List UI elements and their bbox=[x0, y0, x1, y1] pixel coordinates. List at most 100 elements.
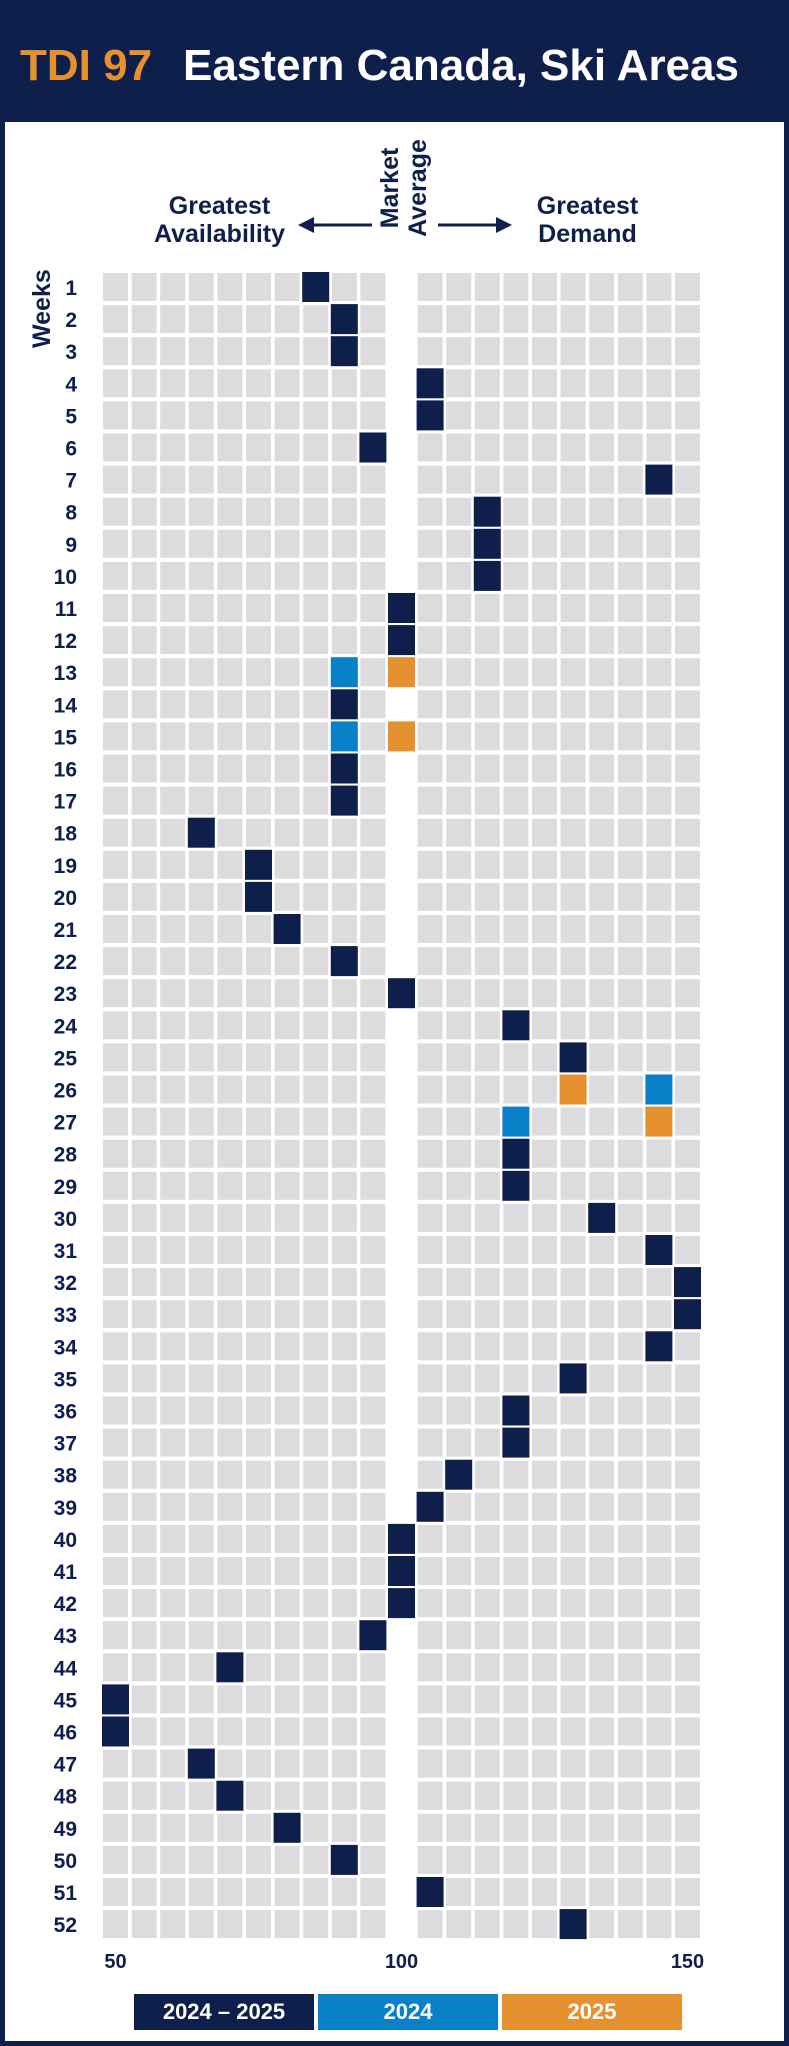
grid-cell bbox=[675, 1428, 700, 1457]
grid-cell bbox=[617, 882, 643, 911]
grid-cell bbox=[560, 561, 586, 590]
grid-cell bbox=[560, 754, 586, 783]
grid-cell bbox=[474, 626, 500, 655]
grid-cell bbox=[646, 561, 672, 590]
grid-cell bbox=[560, 273, 586, 301]
grid-cell bbox=[246, 1107, 271, 1136]
grid-cell bbox=[160, 1524, 186, 1553]
grid-cell bbox=[646, 1813, 672, 1842]
grid-cell bbox=[560, 722, 586, 751]
grid-cell bbox=[274, 594, 300, 622]
grid-cell bbox=[446, 1524, 472, 1553]
grid-cell bbox=[217, 1557, 243, 1585]
grid-cell bbox=[246, 337, 271, 366]
grid-cell bbox=[474, 915, 500, 943]
grid-cell bbox=[446, 1171, 472, 1200]
grid-cell bbox=[474, 1203, 500, 1232]
grid-cell bbox=[274, 754, 300, 783]
grid-cell bbox=[617, 1621, 643, 1650]
grid-cell bbox=[589, 1910, 615, 1939]
grid-cell bbox=[589, 529, 615, 558]
grid-cell bbox=[646, 497, 672, 526]
grid-cell bbox=[246, 1428, 271, 1457]
grid-cell bbox=[646, 850, 672, 879]
grid-cell bbox=[274, 1524, 300, 1553]
grid-cell bbox=[417, 497, 443, 526]
grid-cell bbox=[417, 1011, 443, 1040]
week-number: 38 bbox=[54, 1465, 78, 1488]
grid-cell bbox=[274, 401, 300, 430]
grid-cell bbox=[532, 626, 557, 655]
week-number: 33 bbox=[54, 1304, 77, 1327]
grid-cell bbox=[246, 561, 271, 590]
grid-cell bbox=[360, 754, 386, 783]
grid-cell bbox=[303, 1364, 329, 1393]
grid-cell bbox=[160, 561, 186, 590]
grid-cell bbox=[246, 1524, 271, 1553]
grid-cell bbox=[360, 1589, 386, 1618]
grid-cell bbox=[331, 529, 357, 558]
mark-2024-2025 bbox=[645, 464, 673, 495]
grid-cell bbox=[560, 594, 586, 622]
grid-cell bbox=[103, 626, 128, 655]
week-number: 31 bbox=[54, 1240, 78, 1263]
grid-cell bbox=[103, 337, 128, 366]
mark-2024-2025 bbox=[445, 1459, 473, 1490]
grid-cell bbox=[274, 1557, 300, 1585]
grid-cell bbox=[160, 1845, 186, 1874]
grid-cell bbox=[217, 754, 243, 783]
grid-cell bbox=[246, 1653, 271, 1682]
grid-cell bbox=[331, 1717, 357, 1746]
grid-cell bbox=[274, 1332, 300, 1361]
data-marks bbox=[102, 272, 701, 1940]
grid-cell bbox=[617, 1043, 643, 1072]
grid-cell bbox=[131, 1236, 157, 1264]
x-tick-label: 150 bbox=[671, 1951, 704, 1973]
grid-cell bbox=[303, 465, 329, 494]
grid-cell bbox=[474, 1781, 500, 1810]
grid-cell bbox=[188, 658, 214, 687]
grid-cell bbox=[503, 626, 529, 655]
week-number: 37 bbox=[54, 1433, 77, 1456]
grid-cell bbox=[160, 1075, 186, 1104]
grid-cell bbox=[303, 690, 329, 719]
grid-cell bbox=[131, 594, 157, 622]
grid-cell bbox=[188, 1332, 214, 1361]
grid-cell bbox=[646, 594, 672, 622]
mark-2024-2025 bbox=[102, 1716, 129, 1747]
grid-cell bbox=[675, 1589, 700, 1618]
grid-cell bbox=[188, 561, 214, 590]
grid-cell bbox=[446, 561, 472, 590]
grid-cell bbox=[503, 337, 529, 366]
grid-cell bbox=[217, 1075, 243, 1104]
grid-cell bbox=[360, 1107, 386, 1136]
grid-cell bbox=[417, 1268, 443, 1297]
grid-cell bbox=[303, 1717, 329, 1746]
grid-cell bbox=[675, 1910, 700, 1939]
grid-cell bbox=[360, 594, 386, 622]
grid-cell bbox=[474, 1332, 500, 1361]
grid-cell bbox=[160, 369, 186, 398]
mark-2024 bbox=[645, 1074, 673, 1105]
grid-cell bbox=[617, 369, 643, 398]
grid-cell bbox=[360, 850, 386, 879]
grid-cell bbox=[160, 497, 186, 526]
grid-cell bbox=[246, 1589, 271, 1618]
grid-cell bbox=[217, 722, 243, 751]
grid-cell bbox=[131, 1621, 157, 1650]
week-number: 6 bbox=[65, 438, 77, 461]
grid-cell bbox=[160, 658, 186, 687]
week-number: 52 bbox=[54, 1914, 77, 1937]
grid-cell bbox=[131, 626, 157, 655]
grid-cell bbox=[188, 465, 214, 494]
grid-cell bbox=[274, 1396, 300, 1425]
mark-2024-2025 bbox=[416, 368, 444, 399]
grid-cell bbox=[131, 850, 157, 879]
grid-cell bbox=[617, 1139, 643, 1168]
grid-cell bbox=[360, 1813, 386, 1842]
grid-cell bbox=[474, 369, 500, 398]
grid-cell bbox=[532, 594, 557, 622]
grid-cell bbox=[446, 1428, 472, 1457]
grid-cell bbox=[474, 1139, 500, 1168]
grid-cell bbox=[360, 1428, 386, 1457]
